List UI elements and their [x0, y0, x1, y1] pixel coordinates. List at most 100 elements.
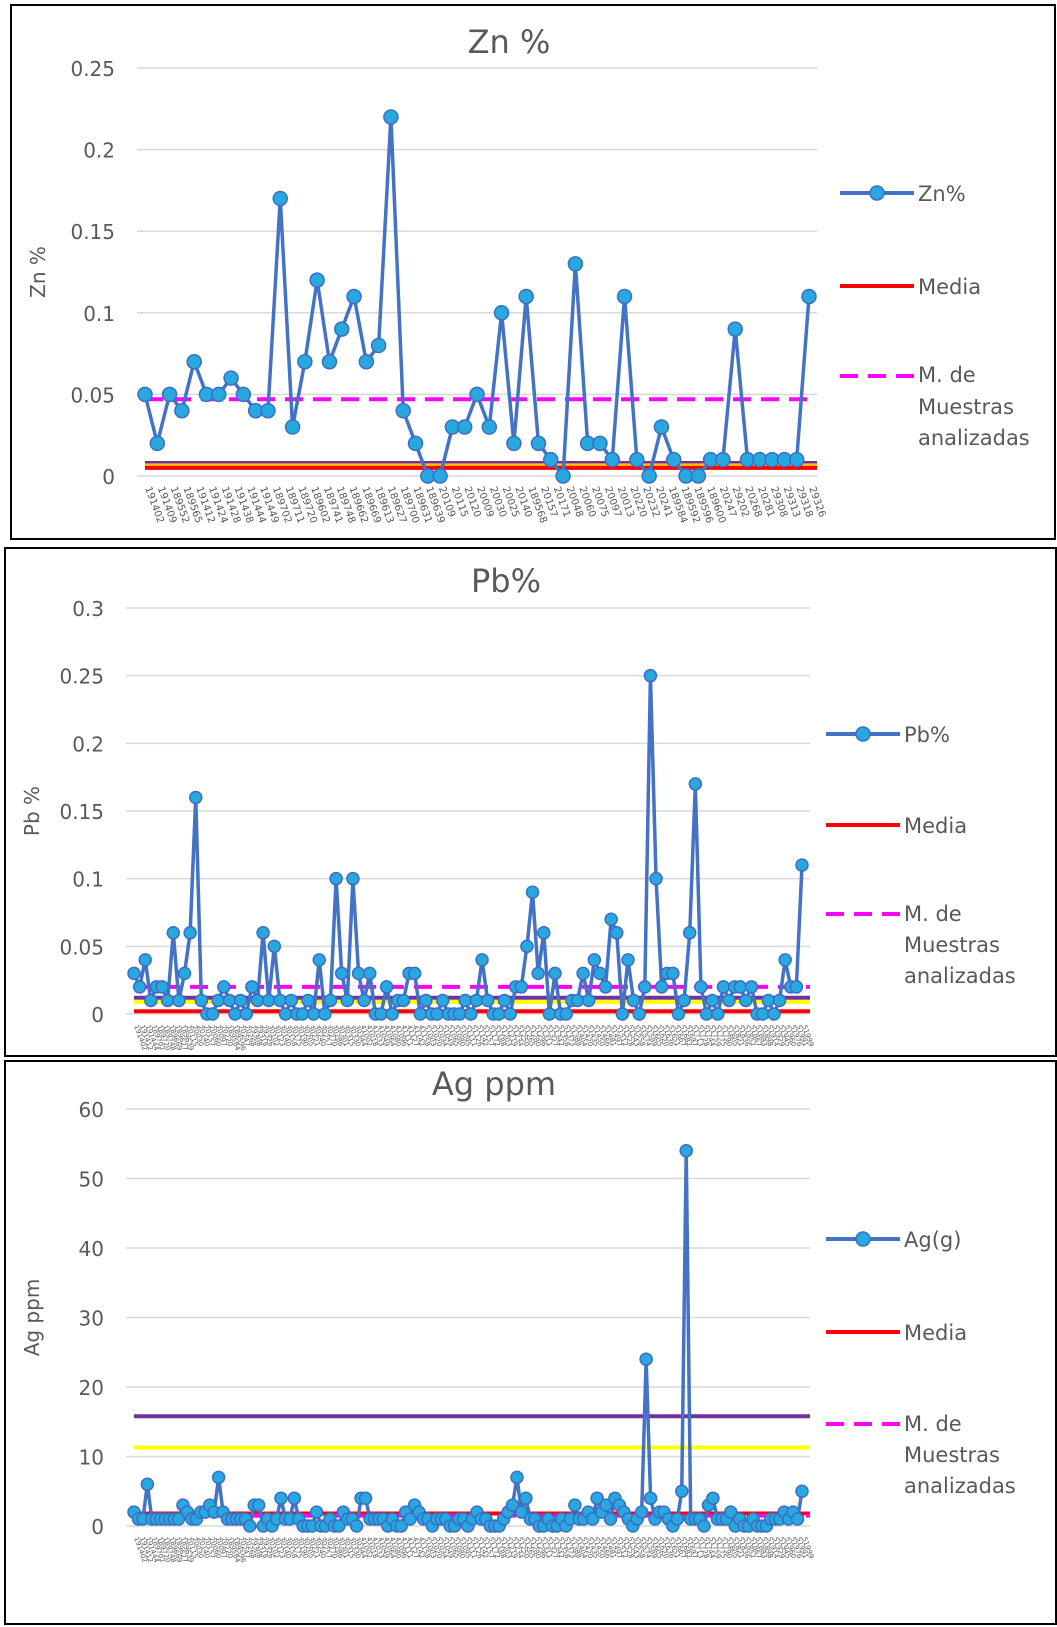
data-point	[174, 402, 190, 419]
chart-title: Pb%	[471, 562, 541, 600]
data-point	[675, 1484, 689, 1498]
data-point	[295, 1007, 310, 1021]
y-tick-label: 50	[79, 1168, 104, 1192]
data-point	[514, 1505, 529, 1519]
data-point	[772, 993, 787, 1008]
data-point	[755, 1007, 770, 1021]
y-tick-label: 0.25	[59, 665, 104, 689]
y-tick-label: 30	[79, 1307, 104, 1331]
data-point	[278, 1007, 293, 1021]
data-point	[599, 1498, 613, 1512]
data-point	[261, 993, 276, 1008]
data-point	[598, 980, 613, 994]
data-point	[469, 386, 485, 403]
y-tick-label: 0.1	[72, 868, 104, 892]
ag-chart-panel: Ag ppm Ag ppm 0 10 20 30 40 50 60 191402 191412 191…	[4, 1060, 1057, 1625]
data-point	[542, 1007, 557, 1021]
data-point	[272, 190, 289, 207]
data-point	[379, 980, 394, 994]
data-point	[363, 966, 377, 981]
data-point	[555, 468, 571, 484]
data-point	[492, 1007, 506, 1021]
pb-chart-panel: Pb% Pb % 0 0.05 0.1 0.15 0.2 0.25 0.3 191402 19141…	[4, 547, 1057, 1057]
data-point	[239, 1007, 254, 1021]
data-point	[788, 451, 805, 468]
legend-label: Media	[904, 1321, 967, 1345]
data-point	[332, 1519, 346, 1533]
data-point	[530, 435, 547, 452]
data-point	[603, 1512, 618, 1526]
legend-marker	[869, 185, 885, 201]
data-point	[323, 993, 338, 1008]
data-point	[140, 1477, 155, 1492]
data-point	[284, 993, 298, 1008]
data-point	[537, 926, 551, 940]
data-point	[211, 993, 225, 1008]
data-point	[306, 1007, 321, 1021]
data-point	[149, 435, 166, 452]
data-point	[649, 871, 663, 886]
data-point	[172, 993, 186, 1008]
data-point	[374, 1007, 388, 1021]
data-point	[481, 419, 498, 435]
data-point	[452, 1007, 467, 1021]
data-point	[349, 1519, 364, 1533]
data-point	[186, 354, 202, 370]
data-point	[346, 871, 360, 886]
data-point	[394, 1519, 408, 1533]
data-point	[205, 1007, 220, 1021]
y-tick-label: 10	[79, 1446, 104, 1470]
data-point	[260, 402, 276, 419]
data-point	[217, 980, 231, 994]
data-point	[297, 354, 313, 370]
legend-label: Pb%	[904, 723, 950, 747]
legend-marker	[855, 1231, 871, 1247]
legend-label-muestras: M. de Muestras analizadas	[904, 1412, 1016, 1498]
data-point	[677, 993, 691, 1008]
data-point	[670, 1512, 685, 1526]
data-point	[639, 1352, 653, 1366]
series-line	[132, 1148, 804, 1528]
data-point	[407, 966, 422, 981]
zn-chart-panel: Zn % Zn % 0 0.05 0.1 0.15 0.2 0.25 191402 191409 1…	[10, 4, 1056, 540]
data-point	[531, 966, 545, 981]
data-point	[711, 1007, 725, 1021]
legend-marker	[855, 726, 871, 742]
data-point	[590, 1491, 604, 1505]
data-point	[723, 1505, 738, 1519]
data-point	[559, 1007, 573, 1021]
data-point	[177, 966, 192, 981]
data-point	[604, 451, 621, 468]
data-point	[144, 993, 158, 1008]
data-point	[284, 419, 301, 435]
chart-title: Zn %	[468, 23, 551, 61]
data-point	[548, 966, 562, 981]
pb-chart: Pb%Pb %00.050.10.150.20.250.319140219141…	[20, 562, 1016, 1052]
y-tick-label: 0.2	[83, 139, 115, 163]
y-tick-label: 0	[91, 1515, 104, 1539]
data-point	[510, 1470, 524, 1485]
data-point	[525, 885, 540, 899]
data-point	[301, 993, 315, 1008]
data-point	[419, 993, 433, 1008]
data-point	[235, 386, 252, 403]
data-point	[795, 858, 809, 872]
data-point	[615, 1007, 630, 1021]
data-point	[621, 953, 635, 967]
data-point	[503, 1007, 517, 1021]
data-point	[543, 451, 559, 468]
data-point	[722, 993, 736, 1008]
data-point	[497, 993, 512, 1008]
y-tick-label: 0.15	[59, 800, 104, 824]
data-point	[493, 305, 510, 321]
legend-label: Media	[918, 275, 981, 299]
data-point	[592, 435, 608, 452]
data-point	[287, 1491, 302, 1505]
data-point	[801, 288, 817, 305]
data-point	[688, 777, 703, 791]
data-point	[127, 966, 141, 981]
data-point	[520, 939, 534, 954]
data-point	[464, 1007, 478, 1021]
data-point	[778, 953, 792, 967]
